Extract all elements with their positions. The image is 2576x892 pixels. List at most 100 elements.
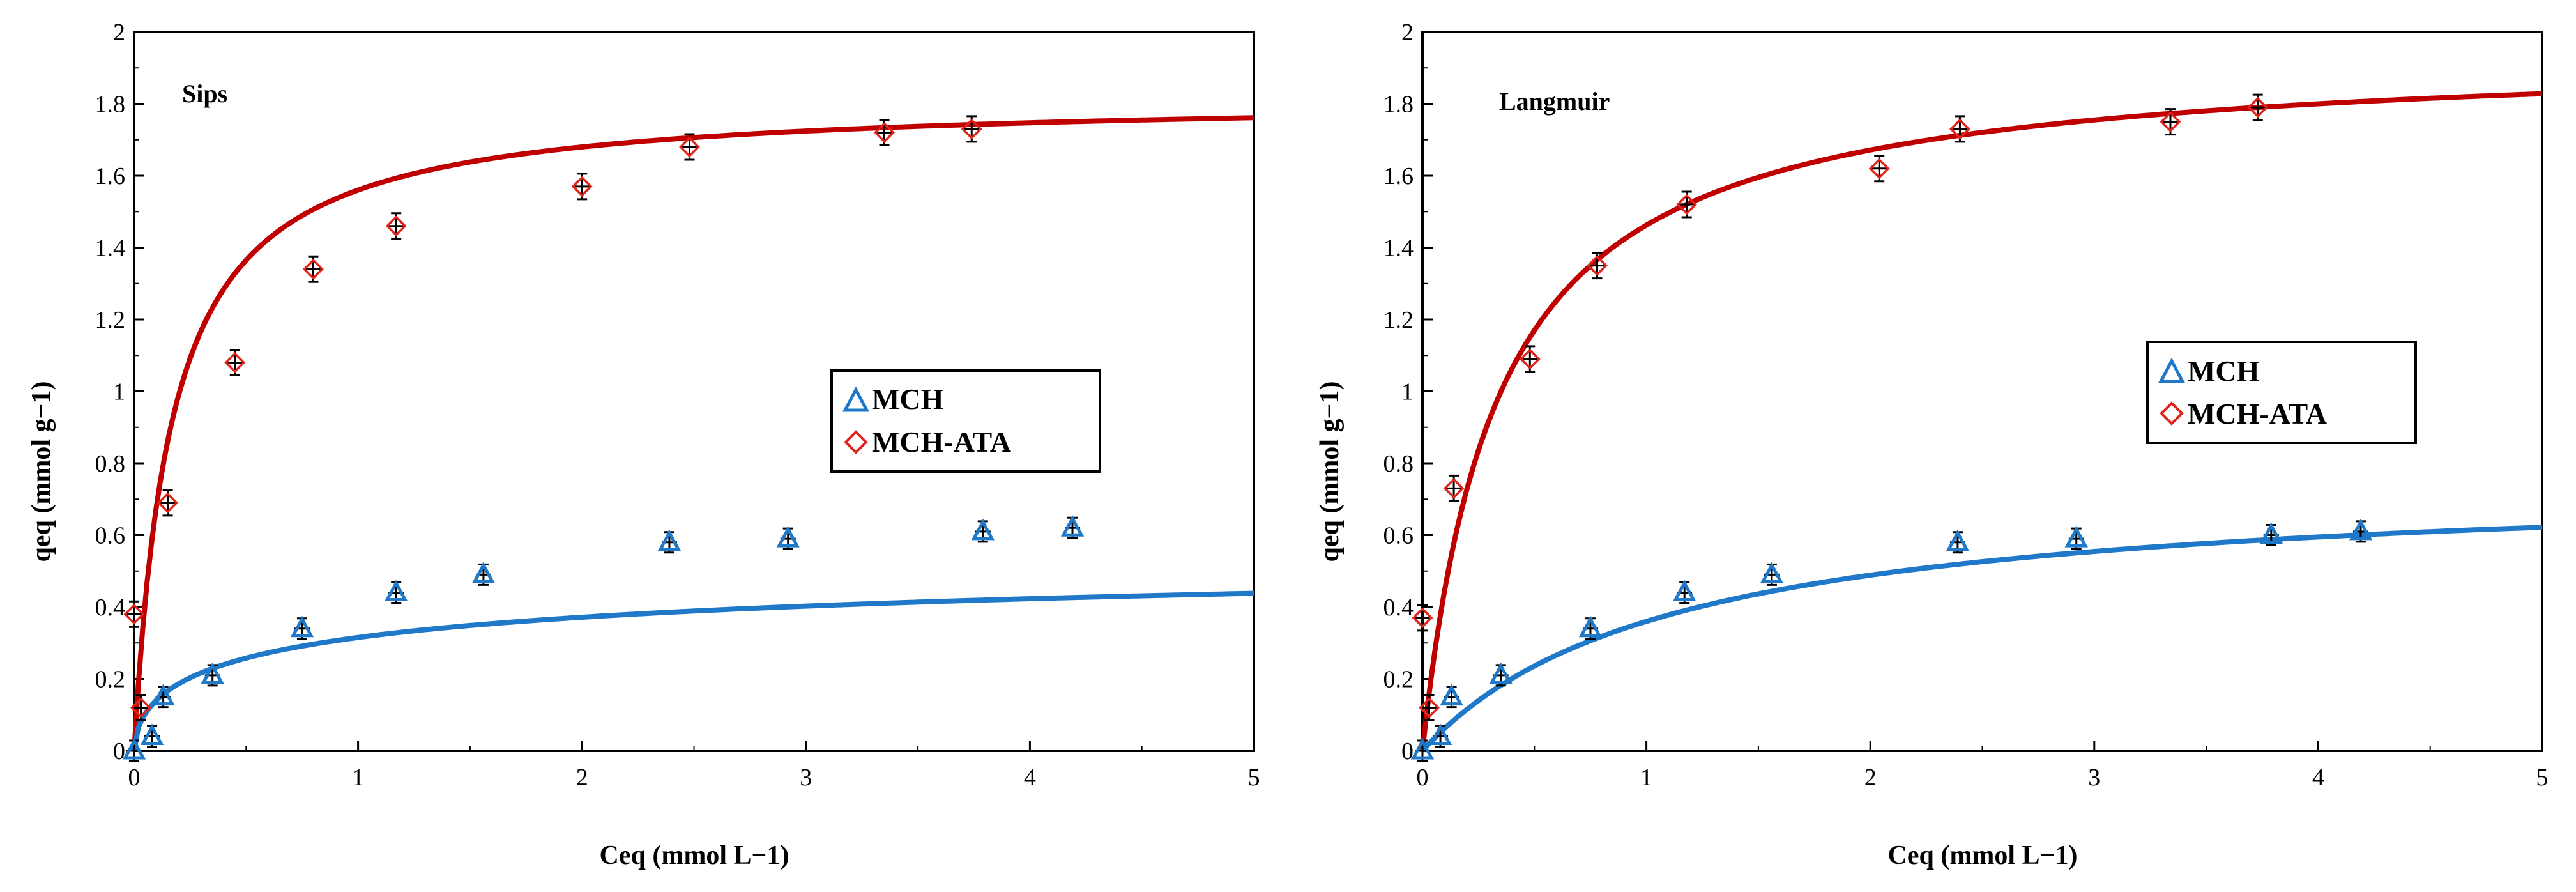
x-tick-label: 1	[1640, 764, 1652, 791]
fit-curve-mch-ata	[1420, 91, 2543, 751]
data-point-mch	[1578, 615, 1603, 640]
y-tick-label: 1.2	[95, 307, 126, 334]
data-point-mch	[151, 684, 175, 709]
fit-curve-mch-ata	[132, 115, 1254, 751]
data-point-mch-ata	[874, 119, 895, 146]
langmuir-chart: Langmuir Ceq (mmol L−1) qeq (mmol g−1) M…	[1315, 19, 2549, 870]
sips-chart-panel: Sips Ceq (mmol L−1) qeq (mmol g−1) MCH M…	[27, 19, 1260, 870]
data-point-mch	[2349, 518, 2373, 543]
data-point-mch	[1760, 562, 1784, 586]
y-tick-label: 0.6	[1383, 523, 1414, 550]
data-point-mch	[2259, 522, 2283, 546]
y-tick-label: 1.2	[1383, 307, 1414, 334]
x-axis-title: Ceq (mmol L−1)	[600, 841, 789, 870]
sips-chart: Sips Ceq (mmol L−1) qeq (mmol g−1) MCH M…	[27, 19, 1260, 870]
x-tick-label: 5	[2536, 764, 2549, 791]
y-tick-label: 1.4	[95, 235, 126, 262]
data-point-mch	[1440, 684, 1463, 709]
data-point-mch	[1673, 580, 1696, 604]
data-point-mch	[657, 529, 682, 554]
y-tick-label: 1.8	[95, 91, 126, 118]
data-point-mch-ata	[2247, 93, 2269, 121]
data-point-mch	[140, 723, 164, 748]
fit-curve-mch	[1421, 525, 2543, 753]
data-point-mch-ata	[303, 255, 324, 283]
y-tick-label: 0.8	[1383, 450, 1414, 477]
legend-marker-mch	[2158, 357, 2186, 383]
data-point-mch	[122, 737, 146, 762]
x-tick-label: 1	[352, 764, 364, 791]
legend-marker-mch-ata	[844, 430, 868, 454]
x-axis-title: Ceq (mmol L−1)	[1888, 841, 2078, 870]
x-tick-label: 3	[800, 764, 812, 791]
y-tick-label: 0.6	[95, 523, 126, 550]
data-point-mch-ata	[1519, 345, 1541, 373]
y-tick-label: 0.2	[95, 666, 126, 693]
legend-label-mch: MCH	[872, 383, 944, 415]
legend-marker-mch-ata	[2160, 401, 2184, 426]
data-point-mch-ata	[571, 173, 593, 201]
legend: MCH MCH-ATA	[830, 369, 1101, 473]
data-point-mch	[1410, 737, 1435, 762]
y-tick-label: 1.8	[1383, 91, 1414, 118]
data-point-mch-ata	[157, 489, 179, 517]
y-tick-label: 0	[1401, 738, 1414, 765]
legend-box	[2146, 341, 2417, 444]
data-point-mch-ata	[1868, 155, 1890, 183]
x-tick-label: 4	[1024, 764, 1036, 791]
x-tick-label: 4	[2312, 764, 2324, 791]
data-point-mch-ata	[2160, 108, 2181, 136]
y-tick-label: 0.2	[1383, 666, 1414, 693]
data-point-mch	[971, 518, 995, 543]
x-tick-label: 3	[2088, 764, 2100, 791]
y-tick-label: 0.4	[1383, 594, 1414, 621]
model-label: Sips	[182, 79, 227, 108]
data-point-mch-ata	[1586, 252, 1608, 280]
langmuir-chart-panel: Langmuir Ceq (mmol L−1) qeq (mmol g−1) M…	[1288, 0, 2576, 892]
data-point-mch	[471, 562, 496, 586]
data-point-mch	[385, 580, 408, 604]
legend-marker-mch	[842, 386, 870, 412]
legend-label-mch-ata: MCH-ATA	[872, 426, 1011, 458]
legend: MCH MCH-ATA	[2146, 341, 2417, 444]
data-point-mch-ata	[1419, 694, 1440, 721]
data-point-mch	[1946, 529, 1970, 554]
legend-label-mch: MCH	[2188, 355, 2260, 387]
x-tick-label: 2	[1864, 764, 1877, 791]
y-tick-label: 0	[113, 738, 125, 765]
x-tick-label: 0	[1417, 764, 1429, 791]
y-tick-label: 1.6	[95, 163, 126, 190]
data-point-mch-ata	[1676, 190, 1698, 219]
legend-label-mch-ata: MCH-ATA	[2188, 397, 2327, 430]
x-tick-label: 0	[128, 764, 141, 791]
y-tick-label: 1	[113, 379, 125, 406]
y-tick-label: 1	[1401, 379, 1414, 406]
y-tick-label: 2	[1401, 19, 1414, 46]
data-point-mch	[1428, 723, 1452, 748]
data-point-mch-ata	[961, 115, 982, 143]
data-point-mch-ata	[1443, 474, 1465, 502]
data-point-mch	[290, 615, 314, 640]
y-axis-title: qeq (mmol g−1)	[27, 381, 56, 562]
data-point-mch-ata	[679, 133, 700, 161]
data-point-mch-ata	[130, 694, 151, 721]
y-axis-title: qeq (mmol g−1)	[1315, 381, 1345, 562]
y-tick-label: 0.4	[95, 594, 126, 621]
data-point-mch	[2064, 525, 2088, 550]
data-point-mch-ata	[1412, 604, 1433, 632]
data-point-mch-ata	[1949, 115, 1970, 143]
data-point-mch-ata	[224, 349, 246, 376]
data-point-mch	[776, 525, 800, 550]
fit-curve-mch	[132, 590, 1254, 751]
data-point-mch	[201, 662, 224, 687]
data-point-mch-ata	[123, 600, 145, 628]
x-tick-label: 2	[576, 764, 588, 791]
data-point-mch-ata	[385, 212, 407, 240]
data-point-mch	[1060, 514, 1085, 539]
model-label: Langmuir	[1499, 87, 1610, 116]
y-tick-label: 2	[113, 19, 125, 46]
y-tick-label: 1.6	[1383, 163, 1414, 190]
x-tick-label: 5	[1248, 764, 1260, 791]
data-point-mch	[1489, 662, 1513, 687]
legend-box	[830, 369, 1101, 473]
